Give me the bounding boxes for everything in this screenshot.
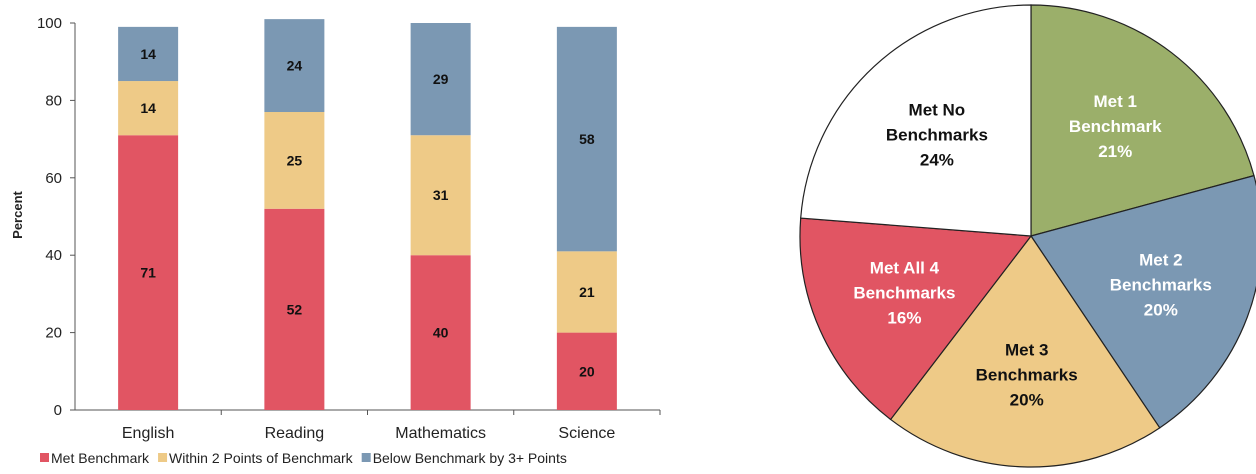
legend-swatch — [158, 453, 168, 462]
legend-swatch — [40, 453, 49, 462]
x-category-label: Science — [558, 425, 615, 442]
y-tick-label: 20 — [45, 325, 62, 342]
legend: Met Benchmark Within 2 Points of Benchmar… — [40, 450, 567, 466]
pie-slice-label: 21% — [1098, 142, 1132, 161]
bar-data-label: 31 — [433, 187, 449, 203]
bar-data-label: 58 — [579, 131, 595, 147]
bar-data-label: 14 — [140, 46, 156, 62]
y-tick-label: 60 — [45, 170, 62, 187]
bar-data-label: 29 — [433, 71, 449, 87]
bar-segment — [264, 19, 325, 113]
bar-segment — [410, 135, 471, 256]
legend-entry: Below Benchmark by 3+ Points — [373, 450, 567, 466]
pie-slice-label: 24% — [920, 150, 954, 169]
pie-slice-label: Benchmarks — [1110, 276, 1212, 295]
bar-data-label: 40 — [433, 325, 449, 341]
bar-segment — [264, 208, 325, 410]
pie-slice-label: 16% — [887, 309, 921, 328]
x-category-label: Reading — [265, 425, 325, 442]
y-tick-label: 0 — [54, 402, 62, 419]
y-tick-label: 100 — [37, 15, 62, 32]
bar-data-label: 71 — [140, 265, 156, 281]
bar-data-label: 20 — [579, 363, 595, 379]
pie-slice-label: Benchmarks — [886, 125, 988, 144]
bar-data-label: 25 — [287, 152, 303, 168]
y-tick-label: 80 — [45, 92, 62, 109]
bar-segment — [556, 26, 617, 252]
pie-slice-label: Met 3 — [1005, 341, 1048, 360]
stacked-bar-chart: 0 20 40 60 80 100 71 14 14 English 52 25 24 Reading 40… — [37, 15, 661, 442]
pie-slice — [889, 234, 1161, 468]
x-category-label: Mathematics — [395, 425, 486, 442]
pie-slice-label: 20% — [1144, 301, 1178, 320]
pie-slice-label: Met All 4 — [870, 259, 940, 278]
bar-segment — [556, 332, 617, 410]
bar-segment — [118, 81, 179, 136]
pie-slice — [799, 217, 1033, 421]
legend-entry: Met Benchmark — [51, 450, 150, 466]
pie-slice — [800, 4, 1032, 237]
pie-slice-label: Benchmarks — [976, 366, 1078, 385]
bar-data-label: 24 — [287, 58, 303, 74]
bar-data-label: 21 — [579, 284, 595, 300]
pie-slice — [1030, 4, 1255, 237]
bar-segment — [118, 135, 179, 411]
y-axis-label: Percent — [10, 190, 25, 238]
pie-slice-label: Benchmarks — [853, 284, 955, 303]
bar-segment — [556, 251, 617, 333]
pie-slice-label: Met 1 — [1093, 92, 1136, 111]
pie-slice-label: Met No — [909, 100, 966, 119]
pie-slice — [1030, 174, 1256, 429]
bar-data-label: 52 — [287, 301, 303, 317]
pie-slice-label: 20% — [1010, 391, 1044, 410]
bar-segment — [410, 255, 471, 410]
pie-chart: Met 1 Benchmark 21% Met 2 Benchmarks 20% Met 3… — [799, 4, 1256, 468]
y-tick-label: 40 — [45, 247, 62, 264]
bar-segment — [264, 112, 325, 209]
legend-swatch — [361, 453, 371, 462]
pie-slice-label: Benchmark — [1069, 117, 1162, 136]
bar-segment — [118, 26, 179, 82]
legend-entry: Within 2 Points of Benchmark — [169, 450, 354, 466]
bar-data-label: 14 — [140, 100, 156, 116]
bar-segment — [410, 23, 471, 136]
pie-slice-label: Met 2 — [1139, 251, 1182, 270]
x-category-label: English — [122, 425, 174, 442]
